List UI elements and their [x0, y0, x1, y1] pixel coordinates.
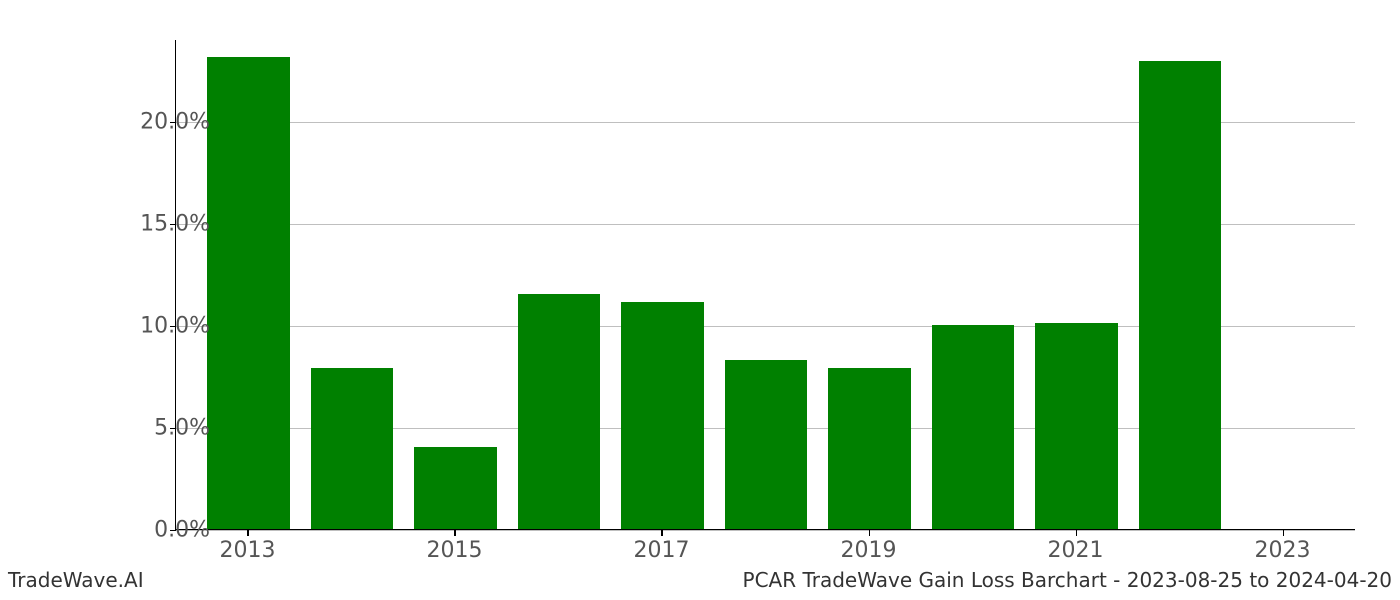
- x-tick-mark: [1283, 530, 1284, 536]
- bar: [207, 57, 290, 529]
- footer-right-label: PCAR TradeWave Gain Loss Barchart - 2023…: [743, 568, 1392, 592]
- x-tick-label: 2023: [1255, 538, 1311, 563]
- y-tick-label: 5.0%: [154, 415, 210, 440]
- bar: [828, 368, 911, 529]
- bar: [725, 360, 808, 529]
- bar: [621, 302, 704, 529]
- plot-region: [175, 40, 1355, 530]
- x-tick-mark: [661, 530, 662, 536]
- x-tick-mark: [454, 530, 455, 536]
- y-tick-label: 0.0%: [154, 518, 210, 543]
- bar: [414, 447, 497, 529]
- x-tick-mark: [1076, 530, 1077, 536]
- y-tick-label: 20.0%: [140, 109, 210, 134]
- bar: [518, 294, 601, 529]
- x-tick-mark: [247, 530, 248, 536]
- x-tick-label: 2017: [633, 538, 689, 563]
- bar: [932, 325, 1015, 529]
- x-tick-mark: [869, 530, 870, 536]
- y-tick-label: 10.0%: [140, 313, 210, 338]
- bar: [1035, 323, 1118, 529]
- chart-area: 201320152017201920212023: [175, 40, 1355, 530]
- footer-left-label: TradeWave.AI: [8, 568, 144, 592]
- x-tick-label: 2019: [841, 538, 897, 563]
- gridline: [176, 530, 1355, 531]
- bar: [1139, 61, 1222, 529]
- x-tick-label: 2021: [1048, 538, 1104, 563]
- bar: [311, 368, 394, 529]
- y-tick-label: 15.0%: [140, 211, 210, 236]
- x-tick-label: 2015: [426, 538, 482, 563]
- x-tick-label: 2013: [219, 538, 275, 563]
